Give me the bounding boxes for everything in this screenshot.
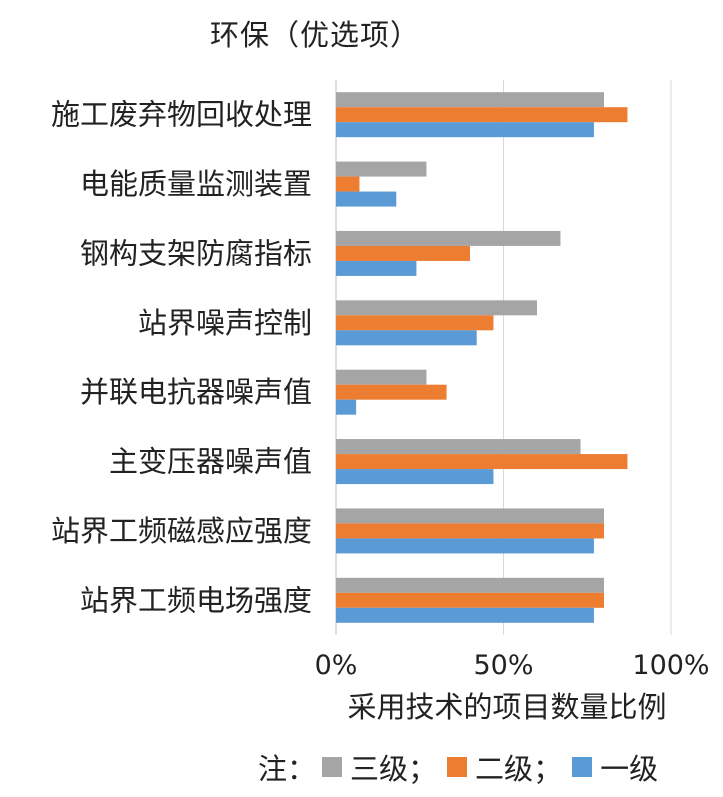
category-label: 电能质量监测装置 — [80, 167, 312, 201]
category-label: 站界噪声控制 — [138, 306, 312, 340]
category-label: 主变压器噪声值 — [109, 445, 312, 479]
category-label: 站界工频电场强度 — [80, 583, 312, 617]
bar — [336, 577, 604, 593]
legend-label-level1: 一级 — [600, 752, 659, 786]
x-tick-label: 50% — [473, 650, 533, 681]
bar — [336, 523, 604, 539]
category-label: 并联电抗器噪声值 — [80, 375, 312, 409]
legend-swatch-level1 — [572, 757, 593, 777]
bar — [336, 399, 357, 415]
bar — [336, 300, 537, 316]
bar — [336, 469, 494, 485]
bar — [336, 315, 494, 331]
legend-swatch-level2 — [447, 757, 468, 777]
x-axis-title: 采用技术的项目数量比例 — [347, 690, 666, 724]
bar — [336, 176, 360, 192]
legend-label-level3: 三级 — [350, 752, 409, 786]
x-tick-label: 100% — [632, 650, 709, 681]
bar — [336, 369, 427, 385]
bar — [336, 439, 581, 455]
bar — [336, 92, 604, 108]
category-label: 施工废弃物回收处理 — [51, 98, 312, 132]
legend-prefix: 注： — [258, 752, 317, 786]
bar — [336, 107, 628, 123]
legend: 注： 三级 ； 二级 ； 一级 — [258, 746, 658, 788]
bar — [336, 508, 604, 524]
bar — [336, 454, 628, 470]
category-label: 钢构支架防腐指标 — [80, 236, 312, 270]
bar — [336, 230, 561, 246]
legend-sep: ； — [408, 752, 438, 786]
legend-label-level2: 二级 — [475, 752, 534, 786]
category-label: 站界工频磁感应强度 — [51, 514, 312, 548]
bar — [336, 538, 594, 554]
chart-title: 环保（优选项） — [210, 18, 421, 52]
bar — [336, 122, 594, 138]
legend-swatch-level3 — [322, 757, 343, 777]
legend-sep: ； — [533, 752, 563, 786]
bar — [336, 384, 447, 400]
bar — [336, 330, 477, 346]
bar — [336, 592, 604, 608]
bar — [336, 260, 417, 276]
bar — [336, 245, 470, 261]
bar — [336, 161, 427, 177]
bar — [336, 191, 397, 207]
x-tick-label: 0% — [315, 650, 358, 681]
bar — [336, 607, 594, 623]
